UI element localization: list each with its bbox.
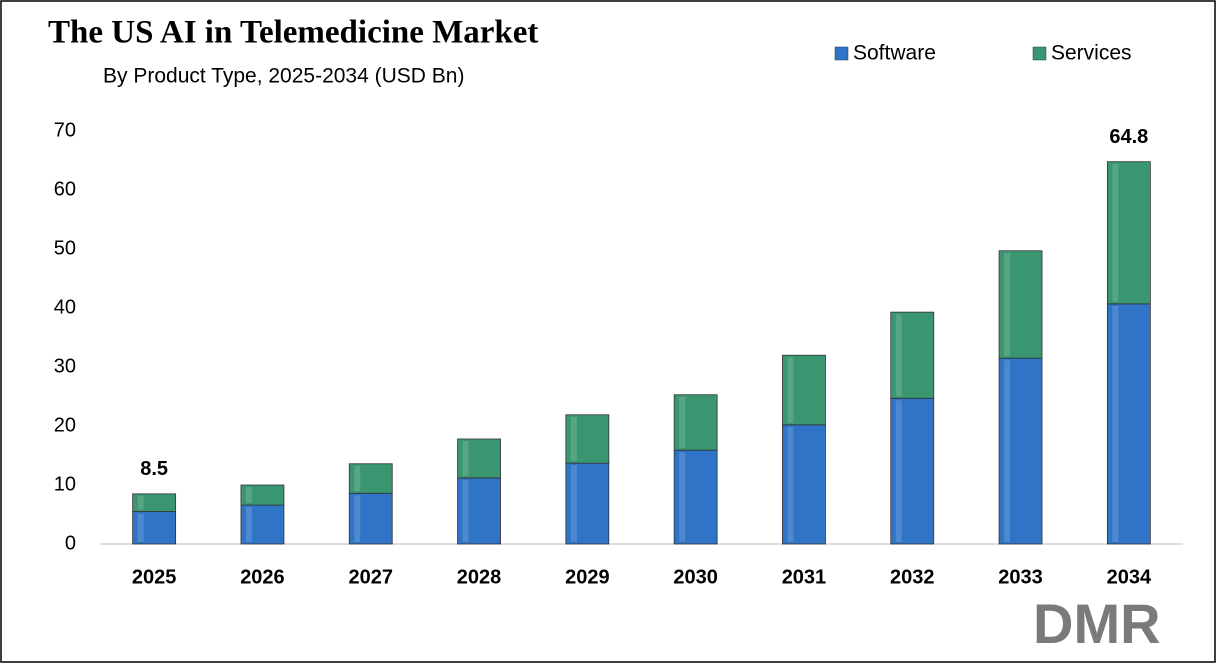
x-tick-label: 2034 — [1107, 566, 1152, 588]
x-tick-label: 2028 — [457, 566, 502, 588]
y-tick-label: 0 — [65, 532, 76, 554]
bar-shine — [137, 513, 144, 542]
bar-segment — [782, 424, 826, 545]
bar-shine — [570, 465, 577, 542]
bar-shine — [462, 479, 469, 542]
bar-segment — [565, 414, 610, 464]
y-tick-label: 20 — [54, 414, 76, 436]
bar-segment — [132, 511, 177, 545]
chart-title: The US AI in Telemedicine Market — [48, 15, 538, 51]
bar-shine — [1112, 305, 1119, 542]
bar-segment — [132, 493, 177, 512]
bar-segment — [348, 492, 393, 545]
bar-segment — [565, 462, 610, 545]
bar-segment — [998, 250, 1043, 359]
bar-shine — [462, 440, 469, 476]
bar-segment — [1106, 303, 1151, 545]
x-tick-label: 2033 — [998, 566, 1043, 588]
bar-shine — [679, 396, 686, 449]
y-tick-label: 50 — [54, 237, 76, 259]
bar-shine — [570, 416, 577, 462]
y-tick-label: 30 — [54, 355, 76, 377]
x-tick-label: 2027 — [349, 566, 394, 588]
y-tick-label: 70 — [54, 119, 76, 141]
y-tick-label: 60 — [54, 178, 76, 200]
bar-segment — [673, 394, 718, 451]
bar-segment — [998, 357, 1043, 545]
bar-shine — [354, 495, 361, 542]
y-tick-label: 10 — [54, 473, 76, 495]
x-tick-label: 2025 — [132, 566, 177, 588]
logo: DMR — [1033, 592, 1161, 655]
bar-shine — [895, 400, 902, 542]
legend-label: Services — [1051, 42, 1132, 65]
x-tick-label: 2026 — [240, 566, 285, 588]
y-tick-label: 40 — [54, 296, 76, 318]
x-tick-label: 2029 — [565, 566, 610, 588]
bar-segment — [457, 477, 501, 545]
total-label: 8.5 — [140, 458, 168, 480]
bar-segment — [1106, 161, 1151, 305]
bar-shine — [1112, 163, 1119, 302]
bar-shine — [137, 495, 144, 510]
x-tick-label: 2031 — [782, 566, 827, 588]
bar-shine — [245, 487, 252, 504]
bar-shine — [1004, 252, 1011, 357]
bar-segment — [348, 463, 393, 494]
bar-shine — [787, 357, 794, 423]
x-tick-label: 2032 — [890, 566, 935, 588]
bar-segment — [673, 449, 718, 545]
bar-shine — [895, 314, 902, 397]
legend-swatch — [1032, 46, 1047, 61]
legend-swatch — [834, 46, 849, 61]
bar-segment — [782, 354, 826, 426]
bar-shine — [245, 507, 252, 542]
bar-shine — [679, 452, 686, 542]
chart-subtitle: By Product Type, 2025-2034 (USD Bn) — [103, 65, 464, 88]
bar-shine — [354, 465, 361, 492]
legend-label: Software — [853, 42, 936, 65]
x-tick-label: 2030 — [673, 566, 718, 588]
bar-shine — [1004, 360, 1011, 542]
bar-segment — [890, 397, 935, 545]
bar-segment — [890, 311, 935, 399]
bar-segment — [240, 484, 285, 506]
bar-segment — [457, 438, 501, 479]
total-label: 64.8 — [1109, 126, 1148, 148]
bar-shine — [787, 426, 794, 542]
